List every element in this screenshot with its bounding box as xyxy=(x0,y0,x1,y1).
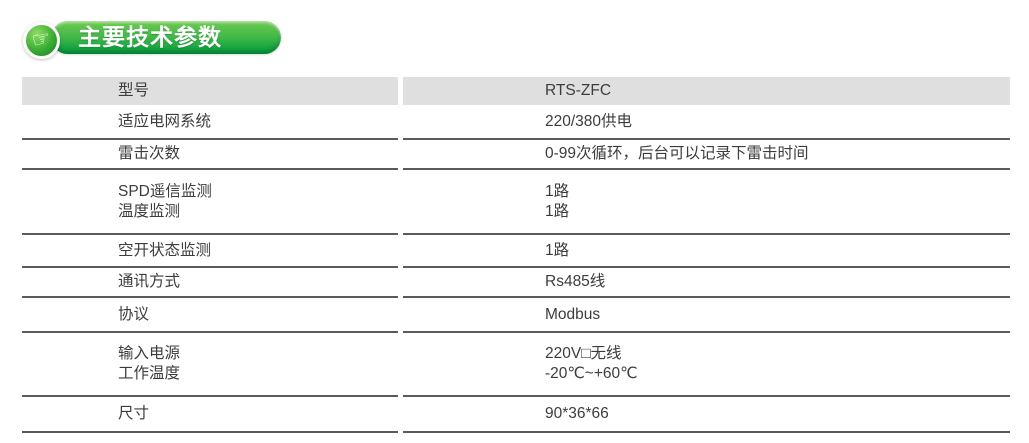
header-value-cell: RTS-ZFC xyxy=(403,77,1010,105)
param-label: 雷击次数 xyxy=(22,140,398,170)
param-value: 220V□无线 -20℃~+60℃ xyxy=(403,333,1010,397)
param-value: 1路 xyxy=(403,235,1010,268)
section-header-badge: 主要技术参数 ☞ xyxy=(0,0,300,70)
param-label-line: 雷击次数 xyxy=(118,145,181,162)
param-value-line: 1路 xyxy=(545,182,570,200)
table-row: 雷击次数 0-99次循环，后台可以记录下雷击时间 xyxy=(22,140,1010,170)
pointing-hand-glyph: ☞ xyxy=(29,25,53,53)
header-value: RTS-ZFC xyxy=(545,82,612,99)
param-value-line: -20℃~+60℃ xyxy=(545,365,638,382)
param-value-line: 0-99次循环，后台可以记录下雷击时间 xyxy=(545,145,809,162)
param-label: 协议 xyxy=(22,298,398,333)
param-label: 适应电网系统 xyxy=(22,105,398,140)
table-row: 协议 Modbus xyxy=(22,298,1010,333)
param-value-line: 90*36*66 xyxy=(545,405,609,422)
param-value-line: 220/380供电 xyxy=(545,112,633,130)
table-row: 适应电网系统 220/380供电 xyxy=(22,105,1010,140)
pointing-hand-icon: ☞ xyxy=(23,22,60,59)
param-value: 1路 1路 xyxy=(403,170,1010,235)
table-row: 尺寸 90*36*66 xyxy=(22,397,1010,433)
param-label: 尺寸 xyxy=(22,397,398,433)
param-value: 90*36*66 xyxy=(403,397,1010,433)
table-row: 空开状态监测 1路 xyxy=(22,235,1010,268)
table-header-row: 型号 RTS-ZFC xyxy=(22,77,1010,105)
param-label-line: 尺寸 xyxy=(118,405,150,422)
spec-table: 型号 RTS-ZFC 适应电网系统 220/380供电雷击次数 0-99次循环，后台… xyxy=(22,77,1010,433)
table-row: 通讯方式 Rs485线 xyxy=(22,268,1010,298)
param-value: Modbus xyxy=(403,298,1010,333)
param-label: 通讯方式 xyxy=(22,268,398,298)
param-value-line: 220V□无线 xyxy=(545,345,622,362)
param-value-line: Rs485线 xyxy=(545,273,606,290)
param-label-line: 适应电网系统 xyxy=(118,112,212,130)
param-value-line: Modbus xyxy=(545,305,601,323)
param-label-line: 温度监测 xyxy=(118,202,181,220)
table-row: 输入电源工作温度 220V□无线 -20℃~+60℃ xyxy=(22,333,1010,397)
header-label: 型号 xyxy=(118,82,150,99)
section-title-pill: 主要技术参数 xyxy=(51,21,281,54)
param-label-line: 工作温度 xyxy=(118,365,181,382)
param-value: 220/380供电 xyxy=(403,105,1010,140)
param-value-line: 1路 xyxy=(545,202,570,220)
table-row: SPD遥信监测 温度监测 1路 1路 xyxy=(22,170,1010,235)
param-value: 0-99次循环，后台可以记录下雷击时间 xyxy=(403,140,1010,170)
param-label-line: 通讯方式 xyxy=(118,273,181,290)
param-label: 输入电源 工作温度 xyxy=(22,333,398,397)
param-label-line: 空开状态监测 xyxy=(118,241,212,259)
section-title: 主要技术参数 xyxy=(78,24,222,50)
param-label: SPD遥信监测 温度监测 xyxy=(22,170,398,235)
param-value-line: 1路 xyxy=(545,241,570,259)
param-label-line: 协议 xyxy=(118,305,150,323)
param-label-line: 输入电源 xyxy=(118,345,181,362)
param-label-line: SPD遥信监测 xyxy=(118,182,212,200)
param-label: 空开状态监测 xyxy=(22,235,398,268)
param-value: Rs485线 xyxy=(403,268,1010,298)
header-label-cell: 型号 xyxy=(22,77,398,105)
